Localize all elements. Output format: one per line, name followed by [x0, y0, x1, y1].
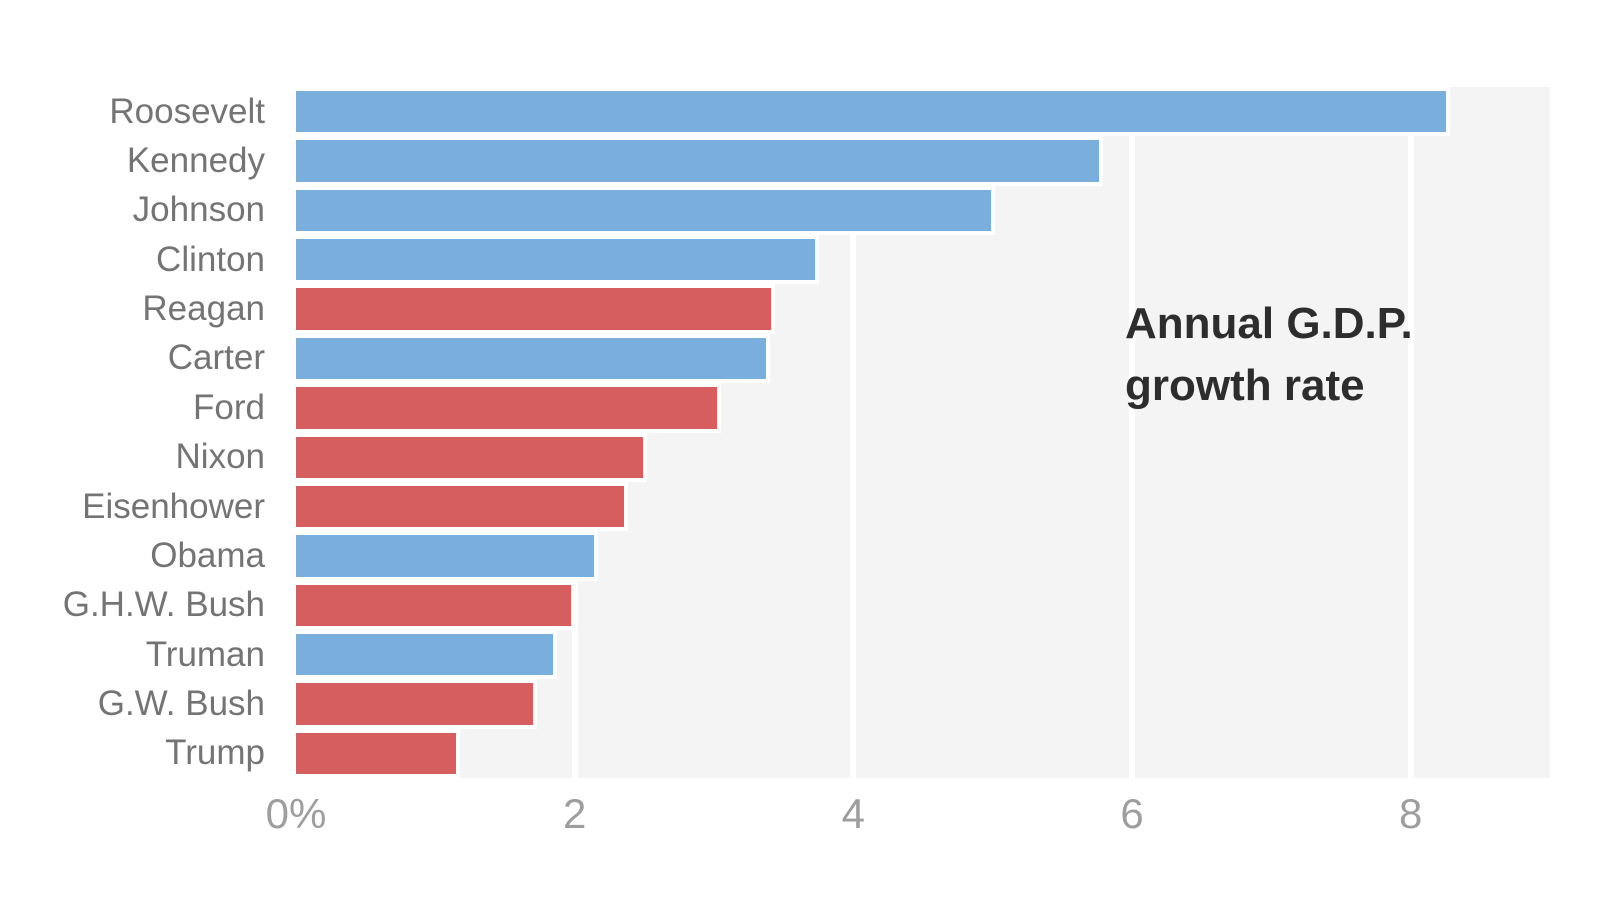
category-label-carter: Carter — [167, 338, 265, 378]
bar-reagan — [296, 284, 776, 334]
gridline-4 — [850, 87, 857, 778]
chart-title-line2: growth rate — [1125, 361, 1365, 410]
gridline-8 — [1407, 87, 1414, 778]
category-label-kennedy: Kennedy — [126, 141, 265, 181]
category-label-johnson: Johnson — [132, 190, 265, 230]
bar-row-g-w-bush — [296, 679, 1550, 729]
category-label-obama: Obama — [150, 535, 265, 575]
category-label-trump: Trump — [165, 733, 265, 773]
plot-area: Annual G.D.P. growth rate — [296, 87, 1550, 779]
bar-row-ford — [296, 383, 1550, 433]
bar-row-trump — [296, 728, 1550, 779]
bar-eisenhower — [296, 481, 628, 532]
bar-row-eisenhower — [296, 481, 1550, 532]
bar-row-kennedy — [296, 136, 1550, 186]
bar-obama — [296, 531, 599, 581]
x-tick-0: 0% — [265, 790, 327, 837]
bar-trump — [296, 728, 461, 779]
bar-johnson — [296, 185, 996, 236]
x-tick-6: 6 — [1120, 790, 1144, 837]
bar-row-nixon — [296, 432, 1550, 482]
bar-row-roosevelt — [296, 87, 1550, 137]
bar-row-johnson — [296, 185, 1550, 236]
gridline-6 — [1129, 87, 1135, 778]
y-axis-category-labels: Roosevelt Kennedy Johnson Clinton Reagan Cart… — [0, 87, 265, 778]
bar-row-obama — [296, 531, 1550, 581]
category-label-eisenhower: Eisenhower — [82, 486, 265, 526]
bar-row-reagan — [296, 284, 1550, 334]
bar-truman — [296, 629, 557, 680]
bar-clinton — [296, 235, 819, 285]
x-axis: 0% 2 4 6 8 — [266, 790, 1550, 845]
bar-g-w-bush — [296, 679, 538, 729]
bar-row-truman — [296, 629, 1550, 680]
category-label-g-h-w-bush: G.H.W. Bush — [62, 585, 265, 625]
bar-rows — [296, 87, 1550, 779]
bar-nixon — [296, 432, 648, 482]
bar-row-clinton — [296, 235, 1550, 285]
x-tick-8: 8 — [1398, 790, 1423, 837]
category-label-truman: Truman — [145, 634, 265, 674]
x-tick-4: 4 — [841, 790, 866, 837]
category-label-clinton: Clinton — [156, 239, 265, 279]
x-tick-2: 2 — [562, 790, 587, 837]
chart-title-line1: Annual G.D.P. — [1125, 299, 1413, 348]
bar-row-g-h-w-bush — [296, 580, 1550, 630]
category-label-g-w-bush: G.W. Bush — [97, 683, 265, 723]
bar-roosevelt — [296, 87, 1450, 137]
bar-kennedy — [296, 136, 1103, 186]
category-label-roosevelt: Roosevelt — [109, 91, 265, 131]
chart-title: Annual G.D.P. growth rate — [1125, 293, 1413, 417]
bar-g-h-w-bush — [296, 580, 575, 630]
category-label-nixon: Nixon — [175, 437, 265, 477]
bar-carter — [296, 333, 770, 384]
bar-row-carter — [296, 333, 1550, 384]
category-label-ford: Ford — [193, 387, 265, 427]
category-label-reagan: Reagan — [142, 289, 265, 329]
bar-ford — [296, 383, 721, 433]
